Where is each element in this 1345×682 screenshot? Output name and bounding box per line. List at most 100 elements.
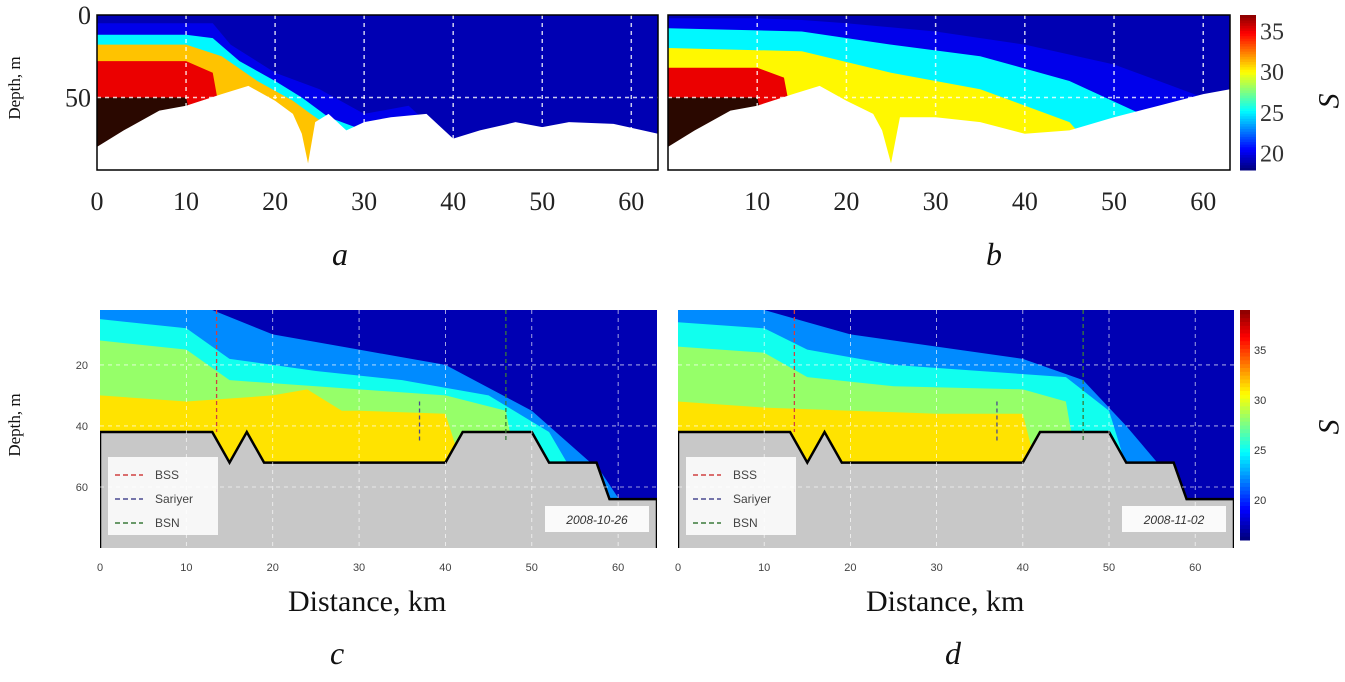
colorbar-segment [1240, 69, 1256, 73]
cbar-label-bottom: S [1312, 419, 1345, 435]
colorbar-segment [1240, 532, 1250, 537]
colorbar-segment [1240, 64, 1256, 68]
colorbar-segment [1240, 398, 1250, 403]
colorbar-segment [1240, 100, 1256, 104]
colorbar-segment [1240, 497, 1250, 503]
colorbar-tick-label: 35 [1254, 345, 1266, 357]
colorbar-segment [1240, 467, 1250, 472]
colorbar-segment [1240, 359, 1250, 365]
x-tick-label: 60 [1189, 562, 1201, 574]
colorbar-bottom: 35 30 25 20 [1240, 310, 1266, 541]
panel-a: 0 10 20 30 40 50 60 0 50 [65, 1, 659, 216]
x-tick-label: 40 [440, 187, 466, 216]
colorbar-segment [1240, 494, 1250, 499]
colorbar-segment [1240, 82, 1256, 86]
colorbar-segment [1240, 505, 1250, 510]
panel-label-c: c [330, 635, 345, 671]
colorbar-segment [1240, 333, 1250, 338]
colorbar-segment [1240, 56, 1256, 60]
colorbar-segment [1240, 501, 1250, 506]
x-tick-label: 40 [439, 562, 451, 574]
colorbar-segment [1240, 61, 1256, 65]
colorbar-segment [1240, 149, 1256, 153]
x-tick-label: 50 [529, 187, 555, 216]
x-tick-label: 50 [1101, 187, 1127, 216]
plot-frame [667, 14, 1231, 171]
colorbar-segment [1240, 97, 1256, 101]
colorbar-segment [1240, 35, 1256, 39]
colorbar-segment [1240, 146, 1256, 150]
colorbar-segment [1240, 344, 1250, 349]
x-tick-label: 0 [91, 187, 104, 216]
colorbar-segment [1240, 405, 1250, 411]
seabed [97, 85, 658, 170]
y-tick-label: 40 [76, 421, 88, 433]
colorbar-segment [1240, 409, 1250, 414]
colorbar-segment [1240, 509, 1250, 514]
colorbar-segment [1240, 115, 1256, 119]
colorbar-segment [1240, 113, 1256, 117]
x-tick-label: 10 [758, 562, 770, 574]
colorbar-segment [1240, 317, 1250, 322]
legend-label-BSN: BSN [733, 516, 758, 530]
colorbar-segment [1240, 22, 1256, 26]
colorbar-segment [1240, 157, 1256, 161]
colorbar-segment [1240, 310, 1250, 315]
colorbar-segment [1240, 71, 1256, 75]
colorbar-segment [1240, 417, 1250, 422]
x-tick-label: 50 [1103, 562, 1115, 574]
colorbar-segment [1240, 367, 1250, 372]
colorbar-segment [1240, 159, 1256, 163]
colorbar-segment [1240, 386, 1250, 391]
colorbar-segment [1240, 25, 1256, 29]
colorbar-segment [1240, 77, 1256, 81]
panel-c: 0 10 20 30 40 50 60 20 40 60 2008-10-26 BSS Sariyer B… [76, 310, 657, 574]
cbar-label-top: S [1312, 93, 1345, 109]
colorbar-segment [1240, 536, 1250, 541]
x-tick-label: 20 [267, 562, 279, 574]
seabed [100, 429, 657, 548]
y-tick-label: 20 [76, 360, 88, 372]
colorbar-segment [1240, 528, 1250, 533]
colorbar-segment [1240, 66, 1256, 70]
colorbar-segment [1240, 382, 1250, 388]
colorbar-segment [1240, 313, 1250, 319]
colorbar-segment [1240, 428, 1250, 434]
x-tick-label: 60 [1190, 187, 1216, 216]
colorbar-segment [1240, 120, 1256, 124]
colorbar-segment [1240, 95, 1256, 99]
colorbar-segment [1240, 139, 1256, 143]
colorbar-segment [1240, 448, 1250, 453]
date-box [545, 506, 649, 532]
colorbar-tick-label: 25 [1254, 445, 1266, 457]
legend-label-Sariyer: Sariyer [733, 492, 771, 506]
date-label: 2008-10-26 [565, 513, 628, 527]
colorbar-segment [1240, 524, 1250, 529]
colorbar-segment [1240, 455, 1250, 460]
colorbar-segment [1240, 471, 1250, 476]
panel-label-d: d [945, 635, 961, 671]
seabed [678, 429, 1234, 548]
colorbar-segment [1240, 474, 1250, 480]
colorbar-tick-label: 20 [1260, 142, 1284, 168]
colorbar-segment [1240, 136, 1256, 140]
x-tick-label: 30 [930, 562, 942, 574]
legend-box [108, 457, 218, 535]
colorbar-segment [1240, 356, 1250, 361]
panel-label-a: a [332, 236, 348, 272]
colorbar-tick-label: 20 [1254, 495, 1266, 507]
colorbar-segment [1240, 375, 1250, 380]
colorbar-segment [1240, 40, 1256, 44]
colorbar-tick-label: 25 [1260, 101, 1284, 127]
colorbar-segment [1240, 390, 1250, 395]
colorbar-top: 35 30 25 20 [1240, 15, 1284, 171]
plot-area-a [97, 15, 658, 170]
ylabel-top: Depth, m [5, 56, 24, 120]
legend-label-Sariyer: Sariyer [155, 492, 193, 506]
x-tick-label: 0 [675, 562, 681, 574]
colorbar-segment [1240, 520, 1250, 526]
colorbar-segment [1240, 27, 1256, 31]
colorbar-segment [1240, 513, 1250, 518]
colorbar-segment [1240, 102, 1256, 106]
